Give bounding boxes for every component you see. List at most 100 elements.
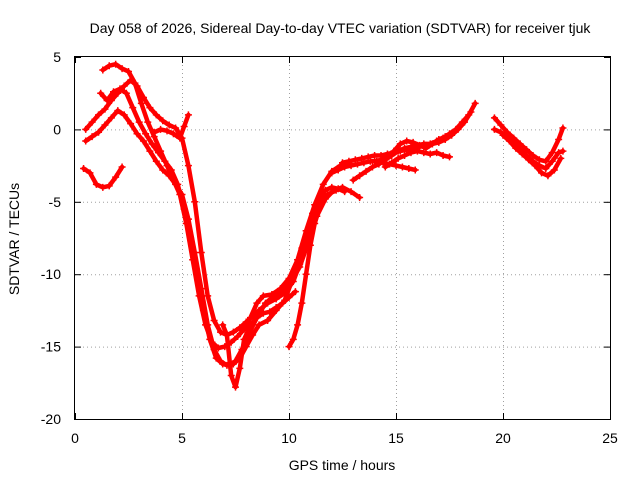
data-point bbox=[146, 104, 154, 112]
data-point bbox=[97, 89, 105, 97]
data-point bbox=[306, 241, 314, 249]
data-point bbox=[127, 120, 135, 128]
data-point bbox=[531, 162, 539, 170]
data-series bbox=[80, 60, 567, 391]
data-point bbox=[345, 157, 353, 165]
data-point bbox=[471, 99, 479, 107]
data-point bbox=[229, 328, 237, 336]
data-point bbox=[279, 288, 287, 296]
data-point bbox=[125, 67, 132, 75]
data-point bbox=[261, 299, 269, 307]
data-point bbox=[82, 125, 90, 133]
data-point bbox=[120, 82, 128, 90]
data-point bbox=[360, 159, 368, 167]
data-point bbox=[401, 144, 409, 152]
data-point bbox=[217, 328, 225, 336]
data-point bbox=[311, 220, 319, 228]
data-point bbox=[298, 299, 306, 307]
data-point bbox=[223, 331, 231, 339]
data-point bbox=[253, 299, 261, 307]
data-point bbox=[401, 151, 409, 159]
data-point bbox=[319, 180, 327, 188]
series-trace bbox=[339, 108, 475, 167]
chart-title: Day 058 of 2026, Sidereal Day-to-day VTE… bbox=[90, 20, 592, 36]
data-point bbox=[110, 88, 118, 96]
data-point bbox=[458, 118, 466, 126]
data-point bbox=[82, 137, 90, 145]
data-point bbox=[490, 114, 498, 122]
y-tick-label: -20 bbox=[41, 411, 61, 427]
plot-frame bbox=[74, 56, 611, 420]
data-point bbox=[232, 383, 239, 391]
data-point bbox=[253, 314, 261, 322]
data-point bbox=[347, 162, 355, 170]
data-point bbox=[339, 159, 346, 167]
series-trace bbox=[97, 85, 364, 369]
data-point bbox=[356, 172, 364, 180]
data-point bbox=[465, 111, 473, 119]
data-point bbox=[114, 107, 122, 115]
data-point bbox=[152, 111, 160, 119]
axis-ticks: 0 5 10 15 20 25 5 0 -5 -10 -15 -20 bbox=[41, 49, 618, 446]
data-point bbox=[289, 335, 297, 343]
series-trace bbox=[99, 60, 353, 352]
data-point bbox=[180, 123, 188, 131]
data-point bbox=[236, 324, 244, 332]
data-point bbox=[204, 292, 212, 300]
series-trace bbox=[82, 107, 340, 369]
data-point bbox=[497, 121, 505, 129]
data-point bbox=[296, 263, 304, 271]
series-trace bbox=[150, 111, 192, 142]
data-point bbox=[334, 166, 342, 174]
data-point bbox=[259, 292, 267, 300]
data-point bbox=[557, 154, 565, 162]
data-point bbox=[240, 335, 248, 343]
data-point bbox=[180, 205, 188, 213]
data-point bbox=[394, 154, 402, 162]
y-tick-label: -10 bbox=[41, 266, 61, 282]
data-point bbox=[407, 149, 415, 157]
data-point bbox=[291, 288, 299, 296]
data-point bbox=[169, 130, 177, 138]
data-point bbox=[330, 186, 338, 194]
data-point bbox=[294, 321, 302, 329]
data-point bbox=[409, 138, 417, 146]
series-trace bbox=[499, 131, 565, 180]
data-point bbox=[411, 166, 419, 174]
data-point bbox=[184, 162, 192, 170]
y-tick-label: 5 bbox=[53, 49, 61, 65]
data-point bbox=[99, 66, 107, 74]
data-point bbox=[236, 364, 244, 372]
data-point bbox=[373, 157, 381, 165]
data-point bbox=[358, 154, 366, 162]
series-trace bbox=[328, 157, 419, 177]
data-point bbox=[255, 321, 263, 329]
data-point bbox=[154, 149, 162, 157]
data-point bbox=[95, 128, 103, 136]
series-trace bbox=[285, 198, 327, 351]
data-point bbox=[341, 163, 349, 171]
data-point bbox=[315, 205, 323, 213]
data-point bbox=[302, 270, 310, 278]
data-point bbox=[101, 105, 109, 113]
data-point bbox=[144, 118, 152, 126]
data-point bbox=[264, 317, 272, 325]
data-point bbox=[285, 343, 293, 351]
data-point bbox=[139, 137, 147, 145]
data-point bbox=[555, 149, 563, 157]
data-point bbox=[95, 111, 103, 119]
data-point bbox=[356, 193, 364, 201]
data-point bbox=[133, 130, 141, 138]
series-line bbox=[500, 132, 564, 178]
series-trace bbox=[80, 163, 126, 191]
data-point bbox=[159, 166, 167, 174]
data-point bbox=[227, 372, 235, 380]
data-point bbox=[383, 153, 391, 161]
data-point bbox=[148, 140, 156, 148]
data-point bbox=[349, 176, 357, 184]
series-trace bbox=[219, 288, 299, 391]
data-point bbox=[413, 147, 421, 155]
data-point bbox=[86, 169, 94, 177]
data-point bbox=[266, 308, 274, 316]
data-point bbox=[112, 173, 120, 181]
